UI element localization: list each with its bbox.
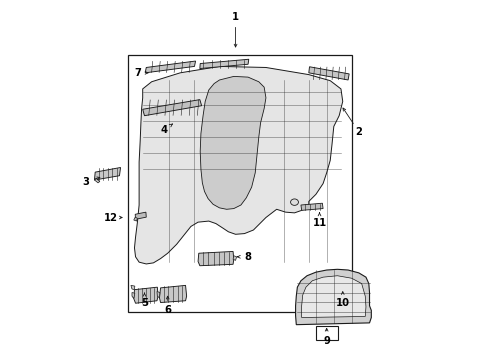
Text: 8: 8	[244, 252, 251, 262]
Polygon shape	[132, 293, 135, 298]
Ellipse shape	[290, 199, 298, 205]
Polygon shape	[301, 276, 365, 318]
Polygon shape	[145, 61, 195, 73]
Text: 1: 1	[231, 13, 239, 22]
Polygon shape	[131, 285, 135, 290]
Text: 4: 4	[160, 125, 167, 135]
Bar	[315, 327, 337, 340]
Polygon shape	[94, 167, 121, 180]
Text: 3: 3	[82, 177, 89, 187]
Text: 11: 11	[312, 218, 326, 228]
Polygon shape	[134, 287, 158, 303]
Polygon shape	[200, 59, 248, 68]
Polygon shape	[142, 100, 201, 116]
Polygon shape	[134, 66, 342, 264]
Polygon shape	[308, 67, 348, 80]
Text: 6: 6	[164, 305, 171, 315]
Text: 9: 9	[323, 336, 329, 346]
Bar	[128, 55, 351, 312]
Text: 2: 2	[355, 127, 362, 137]
Polygon shape	[157, 292, 160, 298]
Polygon shape	[198, 251, 233, 266]
Text: 5: 5	[141, 298, 148, 308]
Polygon shape	[200, 76, 265, 209]
Text: 7: 7	[134, 68, 141, 78]
Polygon shape	[94, 179, 100, 183]
Polygon shape	[134, 217, 137, 221]
Text: 12: 12	[103, 212, 117, 222]
Polygon shape	[233, 256, 236, 260]
Polygon shape	[159, 285, 186, 302]
Polygon shape	[295, 269, 370, 325]
Polygon shape	[300, 203, 323, 210]
Polygon shape	[135, 212, 146, 219]
Text: 10: 10	[335, 298, 349, 308]
